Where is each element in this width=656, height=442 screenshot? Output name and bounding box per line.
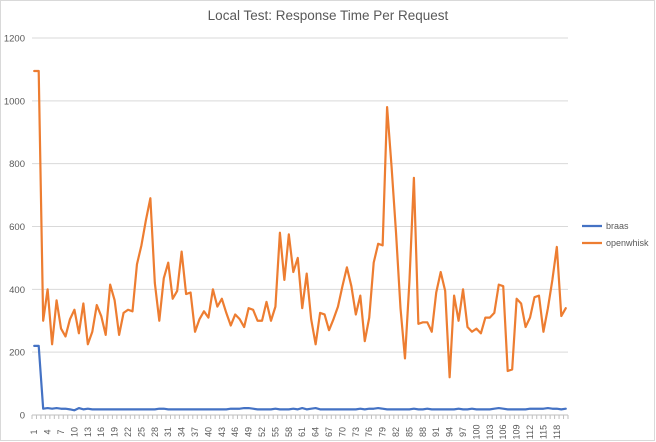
y-tick-label: 800 [9, 159, 25, 170]
gridlines [32, 37, 568, 353]
legend-label-openwhisk: openwhisk [606, 238, 649, 248]
y-tick-label: 200 [9, 348, 25, 359]
x-tick-label: 10 [69, 427, 79, 437]
y-tick-label: 400 [9, 285, 25, 296]
x-tick-label: 79 [378, 427, 388, 437]
y-tick-label: 0 [20, 411, 25, 422]
x-tick-label: 103 [485, 424, 495, 439]
x-tick-label: 64 [311, 427, 321, 437]
x-tick-label: 85 [404, 427, 414, 437]
series-line-openwhisk [33, 69, 567, 379]
legend: braas openwhisk [582, 221, 649, 248]
x-tick-label: 115 [538, 425, 548, 439]
x-tick-label: 94 [445, 427, 455, 437]
x-tick-label: 28 [150, 427, 160, 437]
x-tick-label: 40 [203, 427, 213, 437]
x-tick-label: 37 [190, 427, 200, 437]
x-tick-label: 118 [552, 425, 562, 439]
x-tick-label: 52 [257, 427, 267, 437]
x-tick-label: 7 [56, 429, 66, 434]
series-lines [33, 69, 567, 412]
x-tick-label: 70 [337, 427, 347, 437]
x-tick-label: 91 [431, 427, 441, 437]
x-tick-label: 49 [244, 427, 254, 437]
x-tick-label: 34 [177, 427, 187, 437]
x-tick-label: 13 [83, 427, 93, 437]
axes: 0 200 400 600 800 1000 1200 1 4 7 10 13 16 19 22 25 28 31… [4, 34, 569, 440]
x-tick-label: 112 [525, 425, 535, 439]
y-tick-label: 1000 [4, 96, 25, 107]
x-tick-label: 82 [391, 427, 401, 437]
x-tick-label: 61 [297, 427, 307, 437]
x-tick-label: 73 [351, 427, 361, 437]
x-tick-label: 4 [43, 429, 53, 434]
x-tick-label: 58 [284, 427, 294, 437]
x-tick-label: 1 [29, 429, 39, 434]
y-tick-label: 600 [9, 222, 25, 233]
chart-title: Local Test: Response Time Per Request [207, 8, 449, 23]
legend-label-braas: braas [606, 221, 629, 231]
x-tick-label: 46 [230, 427, 240, 437]
x-tick-label: 31 [163, 427, 173, 437]
x-tick-label: 55 [270, 427, 280, 437]
x-tick-label: 16 [96, 427, 106, 437]
x-tick-label: 88 [418, 427, 428, 437]
x-tick-label: 109 [512, 424, 522, 439]
x-tick-label: 22 [123, 427, 133, 437]
x-tick-label: 67 [324, 427, 334, 437]
x-tick-label: 97 [458, 427, 468, 437]
y-tick-label: 1200 [4, 34, 25, 45]
x-tick-label: 25 [136, 427, 146, 437]
x-tick-label: 106 [498, 424, 508, 439]
x-tick-label: 76 [364, 427, 374, 437]
x-tick-label: 19 [110, 427, 120, 437]
series-line-braas [33, 344, 567, 412]
x-tick-label: 43 [217, 427, 227, 437]
x-tick-label: 100 [471, 424, 481, 439]
